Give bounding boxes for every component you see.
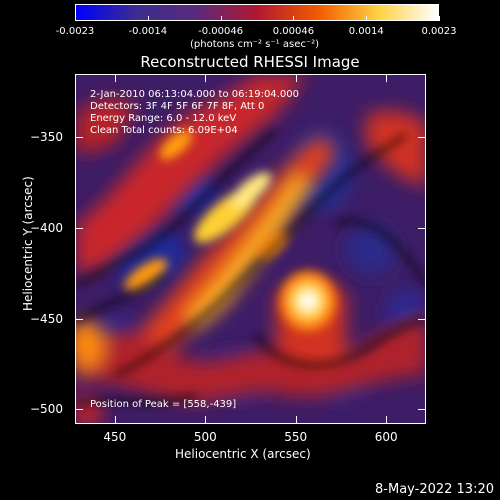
colorbar-tick-label: -0.0023	[55, 26, 95, 37]
annotation-time-range: 2-Jan-2010 06:13:04.000 to 06:19:04.000	[90, 89, 299, 100]
plot-area: 2-Jan-2010 06:13:04.000 to 06:19:04.000 …	[75, 74, 426, 424]
contour-lines	[76, 128, 425, 407]
x-tick	[386, 416, 388, 424]
colorbar-tick-label: 0.0023	[421, 26, 457, 37]
plot-timestamp: 8-May-2022 13:20	[375, 482, 494, 497]
x-tick-label: 600	[374, 430, 398, 444]
x-tick	[295, 416, 297, 424]
colorbar-tick-label: 0.0014	[348, 26, 384, 37]
colorbar-tick-label: -0.00046	[198, 26, 244, 37]
y-tick-label: −400	[30, 221, 63, 236]
y-tick	[75, 228, 83, 230]
x-tick	[114, 74, 116, 82]
x-tick	[386, 74, 388, 82]
colorbar-tick	[439, 16, 440, 21]
colorbar-gradient	[76, 5, 438, 20]
y-tick	[418, 318, 426, 320]
colorbar-unit-label: (photons cm⁻² s⁻¹ asec⁻²)	[190, 39, 320, 50]
x-tick	[295, 74, 297, 82]
x-tick	[205, 416, 207, 424]
x-tick-label: 550	[284, 430, 308, 444]
colorbar	[75, 4, 439, 21]
annotation-detectors: Detectors: 3F 4F 5F 6F 7F 8F, Att 0	[90, 101, 265, 112]
x-tick-label: 450	[103, 430, 127, 444]
colorbar-tick-label: 0.00046	[272, 26, 315, 37]
heatmap-image	[76, 75, 425, 423]
colorbar-tick	[366, 16, 368, 21]
x-tick	[114, 416, 116, 424]
colorbar-tick	[220, 16, 222, 21]
colorbar-tick	[293, 16, 295, 21]
x-tick-label: 500	[193, 430, 217, 444]
x-tick	[205, 74, 207, 82]
y-tick	[418, 409, 426, 411]
y-axis-label: Heliocentric Y (arcsec)	[21, 176, 35, 311]
emission-core	[124, 130, 336, 331]
x-axis-label: Heliocentric X (arcsec)	[175, 447, 311, 461]
colorbar-tick	[147, 16, 149, 21]
y-tick	[418, 137, 426, 139]
annotation-energy-range: Energy Range: 6.0 - 12.0 keV	[90, 113, 237, 124]
peak-position-label: Position of Peak = [558,-439]	[90, 399, 237, 410]
y-tick	[75, 137, 83, 139]
y-tick-label: −450	[30, 311, 63, 326]
chart-title: Reconstructed RHESSI Image	[140, 53, 360, 71]
annotation-clean-counts: Clean Total counts: 6.09E+04	[90, 125, 238, 136]
y-tick	[418, 228, 426, 230]
y-tick	[75, 318, 83, 320]
y-tick-label: −500	[30, 402, 63, 417]
colorbar-tick	[75, 16, 76, 21]
colorbar-tick-label: -0.0014	[128, 26, 168, 37]
y-tick-label: −350	[30, 130, 63, 145]
y-tick	[75, 409, 83, 411]
